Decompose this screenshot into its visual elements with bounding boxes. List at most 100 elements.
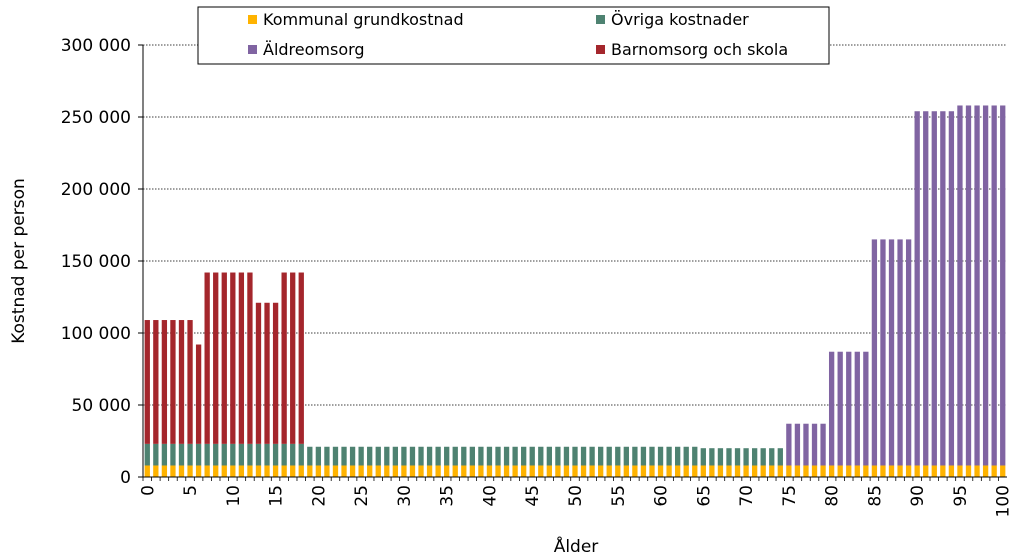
bar-segment xyxy=(384,446,390,466)
bar-segment xyxy=(940,465,946,477)
bar-segment xyxy=(760,465,766,477)
x-tick-label: 5 xyxy=(181,485,201,496)
bar-segment xyxy=(444,465,450,477)
bar-segment xyxy=(700,465,706,477)
bar-segment xyxy=(726,448,732,466)
bar-segment xyxy=(367,465,373,477)
bar-segment xyxy=(957,105,963,466)
bar-segment xyxy=(452,465,458,477)
bar-segment xyxy=(803,423,809,466)
x-tick-label: 75 xyxy=(780,485,800,507)
x-tick-label: 65 xyxy=(694,485,714,507)
y-axis-title: Kostnad per person xyxy=(9,178,29,344)
bar-segment xyxy=(375,465,381,477)
bar-segment xyxy=(786,423,792,466)
bar-segment xyxy=(615,465,621,477)
bar-segment xyxy=(178,443,185,466)
bar-segment xyxy=(444,446,450,466)
y-tick-label: 300 000 xyxy=(61,36,131,56)
bar-segment xyxy=(221,443,227,466)
bar-segment xyxy=(170,465,176,477)
bar-segment xyxy=(247,272,253,444)
bar-segment xyxy=(572,446,578,466)
bar-segment xyxy=(640,446,647,466)
bar-segment xyxy=(709,465,715,477)
bar-segment xyxy=(572,465,578,477)
legend-label: Övriga kostnader xyxy=(611,10,749,29)
bar-segment xyxy=(384,465,390,477)
bar-segment xyxy=(717,465,724,477)
bar-segment xyxy=(272,302,279,444)
bar-segment xyxy=(358,465,364,477)
bar-segment xyxy=(546,446,552,466)
bar-segment xyxy=(221,272,227,444)
legend-label: Äldreomsorg xyxy=(263,40,365,59)
legend-swatch xyxy=(248,45,257,54)
bar-segment xyxy=(905,239,912,466)
bar-segment xyxy=(264,465,270,477)
bar-segment xyxy=(238,465,245,477)
bar-segment xyxy=(828,351,835,466)
bar-segment xyxy=(965,105,972,466)
x-tick-label: 30 xyxy=(395,485,415,507)
bar-segment xyxy=(298,465,304,477)
bar-segment xyxy=(204,465,210,477)
bar-segment xyxy=(153,465,159,477)
bar-segment xyxy=(828,465,835,477)
bars xyxy=(144,105,1006,477)
x-tick-label: 90 xyxy=(908,485,928,507)
bar-segment xyxy=(307,446,313,466)
bar-segment xyxy=(675,465,681,477)
bar-segment xyxy=(846,351,852,466)
bar-segment xyxy=(683,446,689,466)
bar-segment xyxy=(469,446,475,466)
bar-segment xyxy=(426,465,433,477)
bar-segment xyxy=(495,446,501,466)
x-tick-label: 25 xyxy=(352,485,372,507)
bar-segment xyxy=(649,446,655,466)
bar-segment xyxy=(657,446,664,466)
bar-segment xyxy=(195,443,202,466)
bar-segment xyxy=(923,111,929,466)
bar-segment xyxy=(375,446,381,466)
bar-segment xyxy=(675,446,681,466)
bar-segment xyxy=(863,351,869,466)
x-tick-label: 10 xyxy=(224,485,244,507)
bar-segment xyxy=(649,465,655,477)
bar-segment xyxy=(230,272,236,444)
bar-segment xyxy=(1000,105,1006,466)
bar-segment xyxy=(178,320,185,444)
bar-segment xyxy=(734,448,741,466)
bar-segment xyxy=(435,446,441,466)
bar-segment xyxy=(837,351,843,466)
legend-label: Kommunal grundkostnad xyxy=(263,10,464,29)
bar-segment xyxy=(349,465,356,477)
y-tick-labels: 0 50 000 100 000 150 000 200 000 250 000 300 0… xyxy=(61,36,143,488)
bar-segment xyxy=(580,446,587,466)
bar-segment xyxy=(307,465,313,477)
bar-segment xyxy=(717,448,724,466)
bar-segment xyxy=(991,465,997,477)
bar-segment xyxy=(871,465,878,477)
bar-segment xyxy=(178,465,185,477)
bar-segment xyxy=(982,105,989,466)
bar-segment xyxy=(931,111,937,466)
bar-segment xyxy=(803,465,809,477)
bar-segment xyxy=(204,272,210,444)
bar-segment xyxy=(880,465,886,477)
bar-segment xyxy=(940,111,946,466)
bar-segment xyxy=(692,465,698,477)
bar-segment xyxy=(170,320,176,444)
bar-segment xyxy=(204,443,210,466)
bar-segment xyxy=(555,465,561,477)
bar-segment xyxy=(820,465,826,477)
bar-segment xyxy=(948,465,955,477)
bar-segment xyxy=(332,446,339,466)
bar-segment xyxy=(153,320,159,444)
bar-segment xyxy=(195,465,202,477)
bar-segment xyxy=(734,465,741,477)
legend-swatch xyxy=(596,15,605,24)
bar-segment xyxy=(255,443,262,466)
bar-segment xyxy=(563,465,570,477)
x-tick-label: 20 xyxy=(309,485,329,507)
